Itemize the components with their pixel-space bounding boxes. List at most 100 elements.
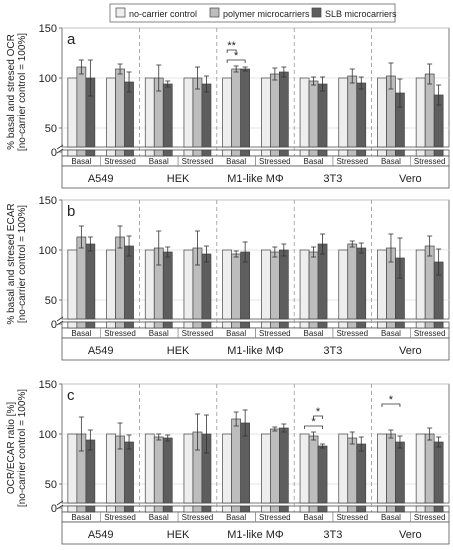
bar-control xyxy=(67,77,78,148)
bar-slb xyxy=(85,243,96,320)
condition-label: Stressed xyxy=(104,513,136,522)
bar-base-slb xyxy=(395,321,405,329)
bar-base-control xyxy=(338,149,349,157)
legend-swatch-slb xyxy=(311,7,322,18)
bar-base-polymer xyxy=(115,149,125,157)
bar-polymer xyxy=(270,428,280,504)
bar-base-slb xyxy=(395,149,405,157)
condition-label: Basal xyxy=(381,513,401,522)
bar-base-control xyxy=(338,505,349,513)
bar-slb xyxy=(201,83,212,148)
significance-bracket xyxy=(226,59,246,63)
condition-label: Stressed xyxy=(104,329,136,338)
legend-box xyxy=(109,3,396,23)
bar-base-polymer xyxy=(386,505,396,513)
bar-base-polymer xyxy=(308,321,319,329)
condition-label: Basal xyxy=(71,157,91,166)
bar-slb xyxy=(279,249,289,320)
group-label: M1-like MΦ xyxy=(227,173,284,185)
condition-label: Stressed xyxy=(182,329,214,338)
condition-label: Basal xyxy=(226,329,246,338)
significance-star: * xyxy=(234,50,239,62)
significance-bracket xyxy=(226,49,237,53)
bar-slb xyxy=(356,82,367,148)
bar-base-polymer xyxy=(192,149,203,157)
bar-base-polymer xyxy=(153,149,164,157)
bar-base-slb xyxy=(124,321,134,329)
panel-letter: a xyxy=(67,31,76,48)
bar-control xyxy=(183,249,194,320)
bar-control xyxy=(183,433,194,504)
condition-label: Stressed xyxy=(259,157,291,166)
bar-base-control xyxy=(222,321,232,329)
bar-base-polymer xyxy=(424,149,435,157)
bar-base-slb xyxy=(201,149,212,157)
bar-base-polymer xyxy=(192,321,203,329)
axis-break-mark xyxy=(56,144,64,154)
group-label: HEK xyxy=(167,529,190,541)
group-label: Vero xyxy=(399,345,422,357)
condition-label: Stressed xyxy=(182,513,214,522)
bar-polymer xyxy=(308,251,319,320)
panel-a: 0 50 100 150 % basal and stresed OCR [no-carr… xyxy=(6,23,450,189)
legend-label-polymer: polymer microcarriers xyxy=(223,9,310,19)
panel-letter: b xyxy=(67,203,75,220)
condition-label: Stressed xyxy=(259,513,291,522)
bar-base-control xyxy=(67,505,78,513)
bar-base-slb xyxy=(85,505,96,513)
condition-label: Basal xyxy=(304,157,324,166)
bar-polymer xyxy=(153,436,164,504)
bar-base-control xyxy=(67,149,78,157)
y-axis-label-line2: [no-carrier control = 100%] xyxy=(17,389,28,507)
bar-slb xyxy=(356,247,367,320)
y-axis-label-line2: [no-carrier control = 100%] xyxy=(17,205,28,323)
bar-polymer xyxy=(76,66,87,148)
bar-slb xyxy=(201,253,212,320)
panel-letter: c xyxy=(67,387,75,404)
group-label: 3T3 xyxy=(323,345,342,357)
bar-base-polymer xyxy=(115,505,125,513)
bar-polymer xyxy=(231,418,241,504)
bar-control xyxy=(183,77,194,148)
significance-bracket xyxy=(381,403,401,407)
bar-control xyxy=(106,249,116,320)
condition-label: Basal xyxy=(149,513,169,522)
bar-base-polymer xyxy=(270,149,280,157)
bar-base-polymer xyxy=(192,505,203,513)
bar-polymer xyxy=(308,80,319,148)
y-tick-label: 0 xyxy=(51,503,57,515)
bar-polymer xyxy=(231,253,241,320)
bar-base-control xyxy=(261,149,271,157)
condition-label: Stressed xyxy=(336,157,368,166)
bar-base-polymer xyxy=(153,321,164,329)
bar-base-control xyxy=(415,149,426,157)
bar-base-polymer xyxy=(424,505,435,513)
legend-swatch-polymer xyxy=(209,7,220,18)
bar-base-polymer xyxy=(424,321,435,329)
bar-polymer xyxy=(115,68,125,148)
significance-bracket xyxy=(304,425,323,429)
bar-polymer xyxy=(347,437,358,504)
condition-label: Stressed xyxy=(336,513,368,522)
bar-slb xyxy=(395,441,405,504)
bar-base-control xyxy=(222,505,232,513)
condition-label: Basal xyxy=(226,513,246,522)
group-label: 3T3 xyxy=(323,173,342,185)
bar-base-control xyxy=(377,149,387,157)
condition-label: Stressed xyxy=(414,157,446,166)
legend: no-carrier control polymer microcarriers… xyxy=(109,3,397,23)
bar-base-slb xyxy=(85,321,96,329)
bar-base-polymer xyxy=(347,321,358,329)
bar-base-slb xyxy=(240,149,250,157)
bar-base-polymer xyxy=(231,321,241,329)
bar-control xyxy=(106,433,116,504)
bar-base-polymer xyxy=(308,505,319,513)
bar-base-slb xyxy=(317,505,328,513)
bar-base-polymer xyxy=(270,321,280,329)
legend-swatch-control xyxy=(115,7,126,18)
condition-label: Stressed xyxy=(414,513,446,522)
group-label: M1-like MΦ xyxy=(227,345,284,357)
bar-base-slb xyxy=(395,505,405,513)
bar-control xyxy=(261,249,271,320)
